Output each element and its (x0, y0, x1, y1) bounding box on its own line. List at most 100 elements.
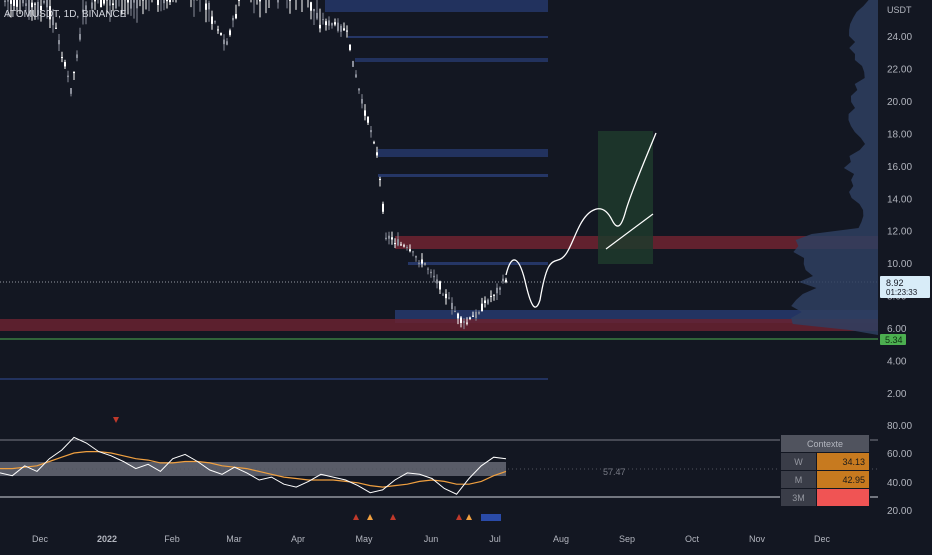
time-tick: Aug (553, 534, 569, 544)
candle-body (343, 28, 345, 30)
candle-body (352, 61, 354, 67)
candle-body (214, 21, 216, 22)
candle-body (355, 74, 357, 77)
price-tick: 4.00 (887, 357, 907, 368)
time-tick: 2022 (97, 534, 117, 544)
candle-body (385, 238, 387, 239)
price-tick: 24.00 (887, 32, 912, 43)
time-tick: Dec (32, 534, 49, 544)
candle-body (388, 236, 390, 239)
candle-body (391, 237, 393, 239)
candle-body (424, 263, 426, 265)
candle-body (316, 13, 318, 19)
candle-body (403, 245, 405, 246)
candle-body (442, 295, 444, 296)
time-tick: Dec (814, 534, 831, 544)
candle-body (208, 3, 210, 9)
candle-body (481, 304, 483, 311)
candle-body (334, 22, 336, 24)
candle-body (211, 16, 213, 23)
candle-body (373, 142, 375, 143)
candle-body (94, 0, 96, 1)
candle-body (130, 0, 132, 9)
candle-body (493, 295, 495, 296)
context-table: Contexte W 34.13 M 42.95 3M (780, 434, 870, 507)
price-tick: 16.00 (887, 162, 912, 173)
zone-line (378, 174, 548, 177)
projection-box (598, 131, 653, 264)
candle-body (112, 3, 114, 5)
candle-body (457, 314, 459, 319)
zone-line (348, 36, 548, 38)
context-value (817, 489, 870, 507)
price-tick: 18.00 (887, 129, 912, 140)
candle-body (223, 40, 225, 45)
candle-body (289, 0, 291, 1)
candle-body (235, 14, 237, 18)
candle-body (499, 288, 501, 290)
rsi-tick: 80.00 (887, 421, 912, 432)
up-marker (456, 514, 462, 520)
candle-body (70, 88, 72, 94)
candle-body (448, 298, 450, 299)
time-tick: Oct (685, 534, 700, 544)
price-tick: 22.00 (887, 64, 912, 75)
time-tick: Jul (489, 534, 501, 544)
candle-body (169, 0, 171, 2)
candle-body (418, 263, 420, 264)
candles-layer (4, 0, 507, 329)
countdown: 01:23:33 (886, 288, 918, 297)
down-marker (113, 417, 119, 423)
candle-body (415, 256, 417, 258)
candle-body (484, 300, 486, 303)
up-marker (353, 514, 359, 520)
candle-body (313, 9, 315, 11)
candle-body (163, 0, 165, 3)
candle-body (502, 279, 504, 282)
candle-body (466, 323, 468, 324)
candle-body (433, 276, 435, 277)
candle-body (451, 303, 453, 309)
up-marker (367, 514, 373, 520)
rsi-tick: 20.00 (887, 506, 912, 517)
price-tick: 14.00 (887, 194, 912, 205)
supply-zone (325, 0, 548, 12)
candle-body (460, 317, 462, 323)
candle-body (58, 40, 60, 44)
candle-body (505, 280, 507, 282)
candle-body (490, 296, 492, 297)
candle-body (136, 0, 138, 8)
candle-body (445, 294, 447, 298)
last-price: 8.92 (886, 278, 904, 288)
volume-profile (791, 0, 878, 335)
up-marker (466, 514, 472, 520)
candle-body (232, 18, 234, 21)
candle-body (322, 19, 324, 20)
support-price: 5.34 (885, 335, 903, 345)
candle-body (427, 269, 429, 270)
candle-body (73, 72, 75, 73)
candle-body (61, 57, 63, 58)
candle-body (259, 0, 261, 1)
context-row: M 42.95 (781, 471, 870, 489)
candle-body (382, 204, 384, 212)
candle-body (478, 312, 480, 314)
candle-body (487, 300, 489, 304)
candle-body (16, 0, 18, 7)
candle-body (328, 20, 330, 25)
candle-body (397, 239, 399, 245)
up-marker (390, 514, 396, 520)
candle-body (472, 316, 474, 317)
candle-body (340, 26, 342, 32)
candle-body (31, 3, 33, 8)
candle-body (205, 4, 207, 10)
zone-line (378, 149, 548, 157)
candle-body (436, 279, 438, 283)
candle-body (4, 1, 6, 2)
candle-body (367, 117, 369, 123)
candle-body (109, 0, 111, 6)
candle-body (364, 110, 366, 115)
candle-body (43, 1, 45, 3)
candle-body (349, 45, 351, 50)
candle-body (103, 0, 105, 4)
